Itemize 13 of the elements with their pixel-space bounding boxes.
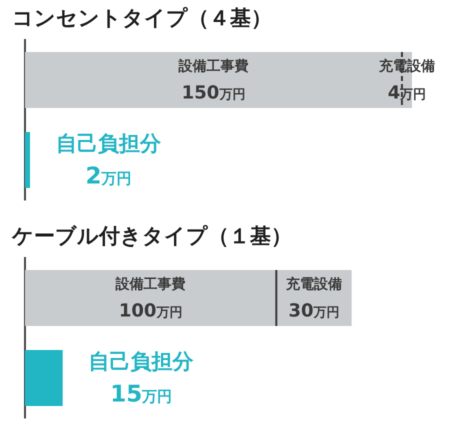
data-label: 15万円 xyxy=(110,381,172,408)
series-label: 設備工事費 xyxy=(177,58,248,75)
data-label: 2万円 xyxy=(86,163,132,190)
series-label: 自己負担分 xyxy=(88,349,195,374)
series-label: 自己負担分 xyxy=(56,131,162,156)
data-label: 150万円 xyxy=(182,82,246,104)
chart-title: コンセントタイプ（４基） xyxy=(11,5,273,32)
series-label: 設備工事費 xyxy=(114,276,186,293)
data-label: 100万円 xyxy=(118,300,182,322)
data-label: 30万円 xyxy=(288,300,340,322)
data-label: 4万円 xyxy=(388,82,426,104)
chart-title: ケーブル付きタイプ（１基） xyxy=(10,223,293,250)
series-label: 充電設備 xyxy=(284,276,342,293)
